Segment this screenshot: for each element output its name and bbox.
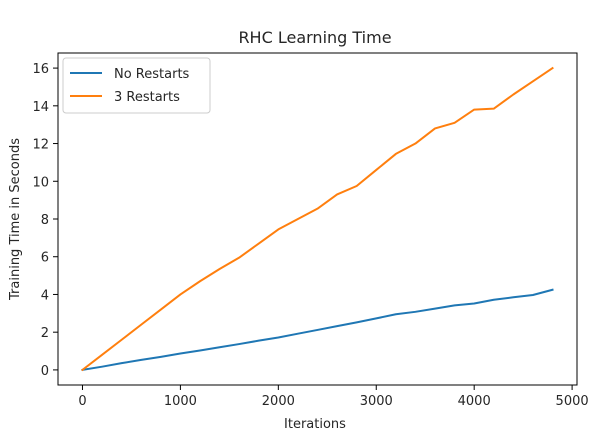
- legend: No Restarts 3 Restarts: [63, 58, 210, 113]
- x-tick-label: 0: [78, 394, 86, 409]
- y-tick-label: 6: [41, 251, 49, 266]
- x-tick-label: 2000: [262, 394, 295, 409]
- x-tick-label: 4000: [458, 394, 491, 409]
- x-axis: 0 1000 2000 3000 4000 5000: [78, 385, 588, 409]
- y-axis: 0 2 4 6 8 10 12 14 16: [32, 62, 58, 379]
- x-tick-label: 5000: [556, 394, 589, 409]
- y-tick-label: 12: [32, 138, 49, 153]
- x-axis-label: Iterations: [284, 417, 346, 432]
- series-line-no-restarts: [82, 290, 552, 370]
- chart-title: RHC Learning Time: [238, 28, 391, 47]
- y-axis-label: Training Time in Seconds: [8, 138, 23, 301]
- x-tick-label: 3000: [360, 394, 393, 409]
- y-tick-label: 14: [32, 100, 49, 115]
- legend-label-no-restarts: No Restarts: [114, 67, 190, 82]
- x-tick-label: 1000: [164, 394, 197, 409]
- y-tick-label: 16: [32, 62, 49, 77]
- y-tick-label: 4: [41, 288, 49, 303]
- y-tick-label: 10: [32, 175, 49, 190]
- y-tick-label: 2: [41, 326, 49, 341]
- y-tick-label: 0: [41, 364, 49, 379]
- legend-label-3-restarts: 3 Restarts: [114, 90, 180, 105]
- y-tick-label: 8: [41, 213, 49, 228]
